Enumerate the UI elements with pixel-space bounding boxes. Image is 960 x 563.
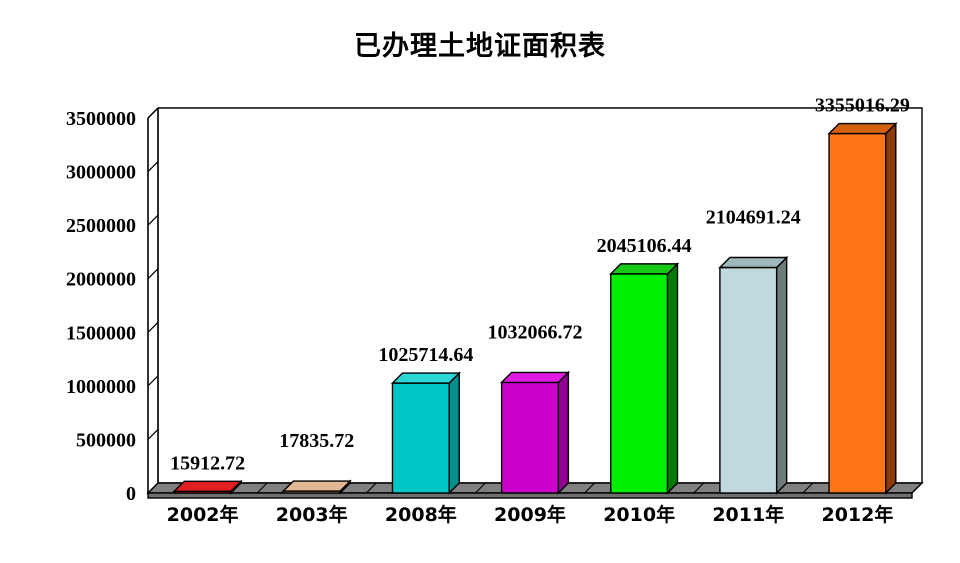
bar-value-label: 17835.72 (279, 430, 354, 452)
gridline-connector (147, 268, 159, 280)
x-tick (475, 482, 486, 494)
y-axis-group (147, 107, 159, 493)
x-category-label: 2008年 (385, 503, 457, 526)
bar-top-face (172, 480, 243, 492)
bar-top-face (499, 371, 571, 384)
bar-side-face (775, 255, 788, 495)
bar-2002年[interactable] (172, 479, 243, 495)
gridline-connector (147, 161, 159, 172)
bar-value-label: 15912.72 (170, 452, 245, 474)
bars-group (172, 121, 898, 495)
bar-2011年[interactable] (718, 255, 789, 495)
x-tick (365, 482, 377, 494)
bar-2003年[interactable] (281, 479, 352, 495)
x-category-label: 2003年 (276, 503, 348, 526)
bar-side-face (448, 371, 460, 495)
y-tick-label: 500000 (76, 429, 136, 451)
x-category-labels-group: 2002年 2003年 2008年 2009年 2010年 2011年 2012年 (167, 503, 894, 526)
bar-top-face (827, 122, 898, 135)
y-tick-label: 2000000 (66, 269, 136, 291)
bar-2008年[interactable] (390, 371, 461, 495)
bar-2012年[interactable] (827, 121, 898, 495)
y-tick-label: 1000000 (66, 376, 136, 398)
bar-side-face (557, 370, 570, 495)
chart-title: 已办理土地证面积表 (354, 31, 606, 62)
x-category-label: 2011年 (712, 503, 784, 526)
bar-front-face (610, 273, 669, 494)
bar-top-face (390, 372, 461, 384)
gridline-connector (147, 214, 159, 226)
x-category-label: 2012年 (821, 503, 893, 526)
bar-value-label: 1025714.64 (378, 344, 473, 366)
bar-front-face (719, 266, 778, 494)
bar-front-face (391, 382, 450, 494)
x-tick (911, 482, 923, 494)
y-tick-label: 0 (126, 483, 136, 505)
gridline-connector (147, 375, 159, 387)
x-tick (256, 482, 268, 494)
bar-value-label: 1032066.72 (488, 321, 583, 343)
bar-side-face (666, 262, 679, 495)
y-tick-labels-group: 0 500000 1000000 1500000 2000000 2500000 30000… (66, 108, 136, 505)
y-tick-label: 3000000 (66, 162, 136, 184)
y-tick-label: 2500000 (66, 215, 136, 237)
bar-2009年[interactable] (499, 370, 571, 495)
x-tick (693, 482, 705, 494)
x-category-label: 2009年 (494, 503, 566, 526)
x-tick (802, 482, 814, 494)
bar-top-face (281, 480, 352, 492)
bar-front-face (500, 381, 560, 494)
y-axis-top-connector (147, 107, 159, 119)
value-labels-group: 15912.72 17835.72 1025714.64 1032066.72 2045… (170, 95, 910, 475)
y-tick-label: 3500000 (66, 108, 136, 130)
bar-side-face (885, 121, 897, 495)
x-tick (584, 482, 595, 494)
bar-value-label: 3355016.29 (815, 95, 910, 117)
gridline-connector (147, 321, 159, 333)
floor-front (147, 492, 913, 499)
bar-top-face (718, 256, 789, 269)
bar-value-label: 2045106.44 (597, 235, 692, 257)
x-category-label: 2002年 (167, 503, 239, 526)
x-category-label: 2010年 (603, 503, 675, 526)
bar-top-face (609, 263, 680, 275)
bar-2010年[interactable] (609, 262, 680, 495)
y-tick-label: 1500000 (66, 322, 136, 344)
bar-value-label: 2104691.24 (706, 206, 801, 228)
gridline-connector (147, 429, 159, 440)
bar-front-face (828, 132, 887, 494)
